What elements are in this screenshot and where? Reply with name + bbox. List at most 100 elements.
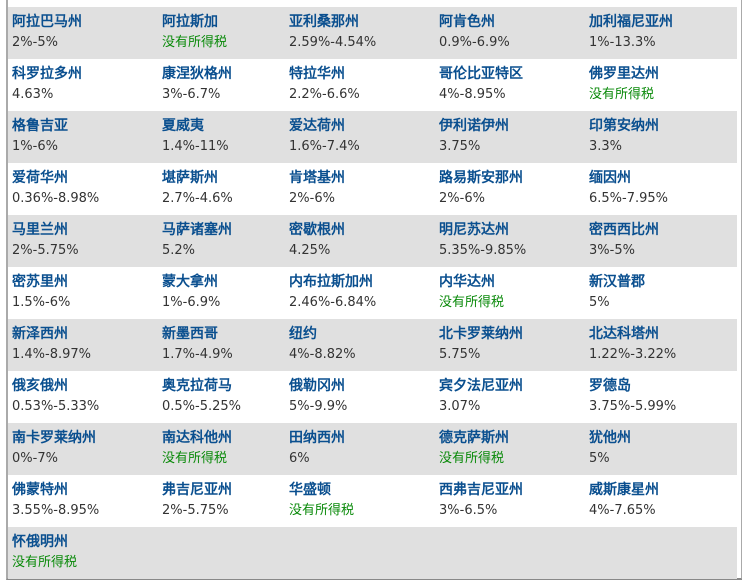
table-row: 南卡罗莱纳州 0%-7% 南达科他州 没有所得税 田纳西州 6% 德克萨斯州 没有所得税 犹他州… [8,423,737,475]
state-name[interactable]: 印第安纳州 [589,118,659,134]
tax-rate: 0%-7% [12,451,58,466]
tax-rate: 没有所得税 [162,451,228,466]
state-name[interactable]: 特拉华州 [289,66,345,82]
state-cell: 田纳西州 6% [285,423,435,475]
tax-rate: 2.7%-4.6% [162,191,233,206]
state-name[interactable]: 马里兰州 [12,222,68,238]
state-name[interactable]: 康涅狄格州 [162,66,232,82]
state-cell: 西弗吉尼亚州 3%-6.5% [435,475,585,527]
state-name[interactable]: 加利福尼亚州 [589,14,673,30]
state-name[interactable]: 路易斯安那州 [439,170,523,186]
state-name[interactable]: 堪萨斯州 [162,170,218,186]
state-name[interactable]: 佛罗里达州 [589,66,659,82]
state-name[interactable]: 纽约 [289,326,317,342]
state-name[interactable]: 内布拉斯加州 [289,274,373,290]
tax-rate: 1.4%-8.97% [12,347,92,362]
state-name[interactable]: 北达科塔州 [589,326,659,342]
state-name[interactable]: 密歇根州 [289,222,345,238]
state-cell [285,527,435,579]
state-name[interactable]: 弗吉尼亚州 [162,482,232,498]
state-name[interactable]: 俄亥俄州 [12,378,68,394]
state-cell: 马萨诸塞州 5.2% [158,215,285,267]
state-name[interactable]: 田纳西州 [289,430,345,446]
state-name[interactable]: 华盛顿 [289,482,331,498]
state-cell: 肯塔基州 2%-6% [285,163,435,215]
state-cell: 纽约 4%-8.82% [285,319,435,371]
state-cell [158,527,285,579]
state-name[interactable]: 肯塔基州 [289,170,345,186]
tax-rate: 4%-8.82% [289,347,356,362]
state-name[interactable]: 北卡罗莱纳州 [439,326,523,342]
state-name[interactable]: 伊利诺伊州 [439,118,509,134]
table-row: 怀俄明州 没有所得税 [8,527,737,579]
state-name[interactable]: 新汉普郡 [589,274,645,290]
state-name[interactable]: 蒙大拿州 [162,274,218,290]
tax-rate: 1.22%-3.22% [589,347,677,362]
state-name[interactable]: 明尼苏达州 [439,222,509,238]
state-tax-table: 阿拉巴马州 2%-5% 阿拉斯加 没有所得税 亚利桑那州 2.59%-4.54% 阿肯色州 0… [8,7,737,579]
state-name[interactable]: 科罗拉多州 [12,66,82,82]
tax-rate: 3.07% [439,399,481,414]
tax-rate: 5.75% [439,347,481,362]
state-cell: 佛蒙特州 3.55%-8.95% [8,475,158,527]
tax-rate: 1%-6.9% [162,295,221,310]
state-name[interactable]: 爱达荷州 [289,118,345,134]
state-cell: 南达科他州没有所得税 [158,423,285,475]
table-row: 爱荷华州 0.36%-8.98% 堪萨斯州 2.7%-4.6% 肯塔基州 2%-6% 路易斯… [8,163,737,215]
state-name[interactable]: 密西西比州 [589,222,659,238]
state-name[interactable]: 哥伦比亚特区 [439,66,523,82]
state-name[interactable]: 密苏里州 [12,274,68,290]
tax-rate: 没有所得税 [439,451,505,466]
tax-rate: 2%-5.75% [162,503,229,518]
state-cell: 宾夕法尼亚州 3.07% [435,371,585,423]
state-cell: 俄亥俄州 0.53%-5.33% [8,371,158,423]
state-cell: 新墨西哥 1.7%-4.9% [158,319,285,371]
state-cell: 特拉华州 2.2%-6.6% [285,59,435,111]
state-name[interactable]: 南达科他州 [162,430,232,446]
state-name[interactable]: 南卡罗莱纳州 [12,430,96,446]
tax-rate: 3.55%-8.95% [12,503,100,518]
state-name[interactable]: 新墨西哥 [162,326,218,342]
state-cell: 犹他州 5% [585,423,737,475]
state-name[interactable]: 缅因州 [589,170,631,186]
state-name[interactable]: 格鲁吉亚 [12,118,68,134]
state-name[interactable]: 德克萨斯州 [439,430,509,446]
state-name[interactable]: 内华达州 [439,274,495,290]
state-name[interactable]: 阿拉巴马州 [12,14,82,30]
state-name[interactable]: 威斯康星州 [589,482,659,498]
state-name[interactable]: 罗德岛 [589,378,631,394]
tax-rate: 2.2%-6.6% [289,87,360,102]
table-row: 密苏里州 1.5%-6% 蒙大拿州 1%-6.9% 内布拉斯加州 2.46%-6.84% 内… [8,267,737,319]
state-cell: 阿肯色州 0.9%-6.9% [435,7,585,59]
state-cell: 罗德岛 3.75%-5.99% [585,371,737,423]
state-cell: 印第安纳州 3.3% [585,111,737,163]
state-name[interactable]: 怀俄明州 [12,534,68,550]
state-name[interactable]: 阿拉斯加 [162,14,218,30]
state-name[interactable]: 阿肯色州 [439,14,495,30]
state-name[interactable]: 夏威夷 [162,118,204,134]
state-cell: 北达科塔州 1.22%-3.22% [585,319,737,371]
tax-rate: 没有所得税 [589,87,655,102]
state-name[interactable]: 马萨诸塞州 [162,222,232,238]
state-name[interactable]: 新泽西州 [12,326,68,342]
state-cell: 康涅狄格州 3%-6.7% [158,59,285,111]
state-name[interactable]: 宾夕法尼亚州 [439,378,523,394]
state-cell: 内布拉斯加州 2.46%-6.84% [285,267,435,319]
state-name[interactable]: 爱荷华州 [12,170,68,186]
tax-rate: 5% [589,451,610,466]
tax-rate: 5.2% [162,243,196,258]
state-cell: 明尼苏达州 5.35%-9.85% [435,215,585,267]
tax-rate: 1.6%-7.4% [289,139,360,154]
state-cell: 科罗拉多州 4.63% [8,59,158,111]
state-cell: 怀俄明州 没有所得税 [8,527,158,579]
state-name[interactable]: 佛蒙特州 [12,482,68,498]
tax-rate: 5.35%-9.85% [439,243,527,258]
state-name[interactable]: 奥克拉荷马 [162,378,232,394]
state-name[interactable]: 犹他州 [589,430,631,446]
state-cell: 加利福尼亚州 1%-13.3% [585,7,737,59]
state-name[interactable]: 西弗吉尼亚州 [439,482,523,498]
state-name[interactable]: 俄勒冈州 [289,378,345,394]
tax-rate: 6.5%-7.95% [589,191,669,206]
state-name[interactable]: 亚利桑那州 [289,14,359,30]
tax-rate: 2.59%-4.54% [289,35,377,50]
